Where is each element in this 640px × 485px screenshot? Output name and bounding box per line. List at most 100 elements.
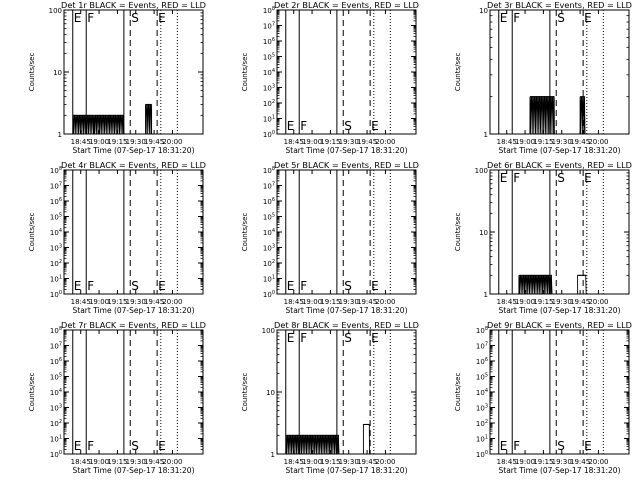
x-tick-label: 19:15: [107, 458, 127, 466]
x-tick-label: 19:30: [552, 138, 572, 146]
y-tick-label: 102: [476, 419, 488, 428]
y-axis-label: Counts/sec: [28, 213, 36, 252]
marker-letter: F: [300, 331, 307, 345]
y-tick-label: 101: [263, 275, 275, 284]
y-tick-label: 100: [50, 450, 62, 459]
marker-letter: E: [584, 171, 592, 185]
y-tick-label: 103: [476, 404, 488, 413]
y-tick-label: 108: [50, 326, 62, 335]
y-tick-label: 106: [50, 197, 62, 206]
y-tick-label: 100: [49, 7, 62, 15]
marker-letter: E: [74, 279, 82, 293]
marker-letter: E: [371, 119, 379, 133]
marker-letter: E: [74, 439, 82, 453]
x-tick-label: 19:45: [357, 138, 377, 146]
marker-letter: E: [584, 439, 592, 453]
marker-letter: E: [158, 439, 166, 453]
y-tick-label: 103: [50, 404, 62, 413]
series-events: [72, 103, 153, 134]
marker-letter: F: [513, 439, 520, 453]
panel-title: Det 3r BLACK = Events, RED = LLD: [487, 0, 632, 10]
marker-letter: F: [87, 439, 94, 453]
y-axis-label: Counts/sec: [454, 53, 462, 92]
x-tick-label: 19:30: [552, 458, 572, 466]
x-tick-label: 19:15: [320, 138, 340, 146]
x-axis-label: Start Time (07-Sep-17 18:31:20): [286, 306, 408, 315]
y-tick-label: 106: [476, 357, 488, 366]
series-segment: [577, 274, 587, 294]
x-tick-label: 18:45: [71, 138, 91, 146]
marker-letter: F: [87, 279, 94, 293]
y-tick-label: 103: [50, 244, 62, 253]
marker-letter: F: [300, 279, 307, 293]
panel-title: Det 8r BLACK = Events, RED = LLD: [274, 320, 419, 330]
x-tick-label: 20:00: [588, 458, 608, 466]
marker-letter: E: [500, 171, 508, 185]
plot-frame: [276, 9, 417, 135]
y-tick-label: 105: [50, 213, 62, 222]
y-axis-label: Counts/sec: [241, 373, 249, 412]
x-tick-label: 18:45: [284, 298, 304, 306]
x-axis-label: Start Time (07-Sep-17 18:31:20): [286, 466, 408, 475]
panel-title: Det 4r BLACK = Events, RED = LLD: [61, 160, 206, 170]
marker-letter: F: [87, 11, 94, 25]
marker-letter: E: [158, 279, 166, 293]
x-tick-label: 19:00: [515, 458, 535, 466]
marker-letter: S: [344, 119, 352, 133]
x-axis-label: Start Time (07-Sep-17 18:31:20): [499, 466, 621, 475]
x-tick-label: 18:45: [497, 298, 517, 306]
x-tick-label: 19:00: [515, 298, 535, 306]
panel-title: Det 7r BLACK = Events, RED = LLD: [61, 320, 206, 330]
x-tick-label: 19:30: [339, 458, 359, 466]
x-tick-label: 19:15: [533, 298, 553, 306]
marker-letter: E: [371, 279, 379, 293]
series-segment: [518, 274, 553, 294]
x-tick-label: 19:30: [552, 298, 572, 306]
x-axis-label: Start Time (07-Sep-17 18:31:20): [73, 146, 195, 155]
y-tick-label: 107: [263, 182, 275, 191]
x-tick-label: 19:15: [320, 458, 340, 466]
y-tick-label: 107: [50, 182, 62, 191]
y-tick-label: 100: [263, 290, 275, 299]
x-tick-label: 19:45: [570, 298, 590, 306]
y-tick-label: 10: [479, 229, 488, 237]
series-segment: [72, 114, 95, 134]
x-tick-label: 19:00: [302, 138, 322, 146]
y-axis-label: Counts/sec: [241, 53, 249, 92]
x-tick-label: 19:00: [302, 298, 322, 306]
x-tick-label: 18:45: [71, 298, 91, 306]
x-tick-label: 19:00: [89, 298, 109, 306]
x-tick-label: 20:00: [588, 298, 608, 306]
x-tick-label: 18:45: [497, 458, 517, 466]
y-tick-label: 103: [263, 244, 275, 253]
y-tick-label: 100: [262, 327, 275, 335]
x-tick-label: 20:00: [162, 458, 182, 466]
y-tick-label: 105: [476, 373, 488, 382]
y-tick-label: 104: [50, 388, 62, 397]
y-tick-label: 102: [50, 419, 62, 428]
x-tick-label: 18:45: [284, 138, 304, 146]
y-tick-label: 101: [50, 435, 62, 444]
x-tick-label: 20:00: [588, 138, 608, 146]
y-tick-label: 1: [484, 131, 488, 139]
marker-letter: E: [371, 331, 379, 345]
plot-frame: [63, 329, 204, 455]
y-tick-label: 106: [263, 37, 275, 46]
series-segment: [529, 96, 555, 134]
y-tick-label: 10: [266, 389, 275, 397]
marker-letter: S: [131, 279, 139, 293]
series-events: [529, 96, 586, 134]
y-tick-label: 102: [50, 259, 62, 268]
x-tick-label: 19:15: [320, 298, 340, 306]
panel-title: Det 6r BLACK = Events, RED = LLD: [487, 160, 632, 170]
y-tick-label: 1: [58, 131, 62, 139]
x-tick-label: 19:45: [570, 458, 590, 466]
x-axis-label: Start Time (07-Sep-17 18:31:20): [73, 306, 195, 315]
y-tick-label: 108: [50, 166, 62, 175]
series-events: [518, 274, 587, 294]
marker-letter: E: [287, 119, 295, 133]
